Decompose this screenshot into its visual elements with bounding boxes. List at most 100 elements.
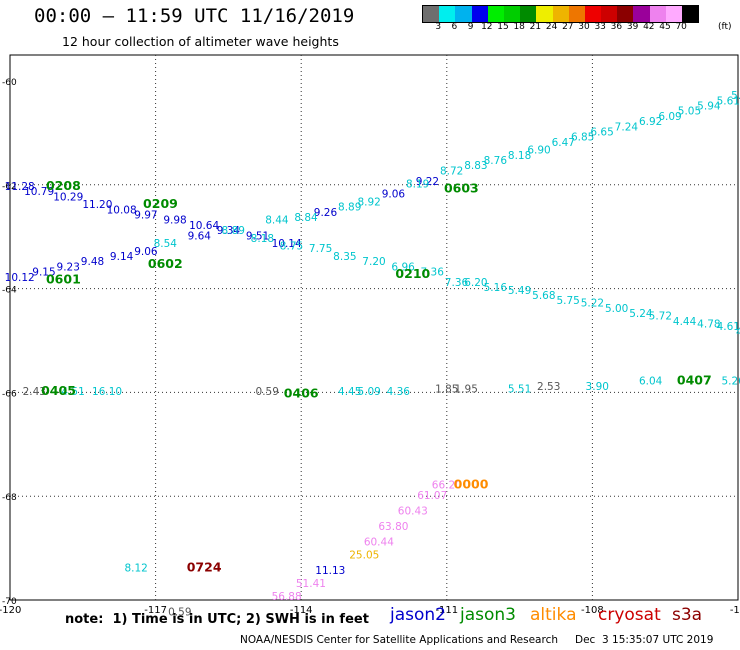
swh-value-label: 8.18 [251, 233, 274, 245]
swh-value-label: 8.84 [294, 212, 318, 224]
colorbar-label: 21 [529, 22, 542, 32]
swh-value-label: 11.13 [315, 565, 345, 577]
colorbar-swatch [536, 6, 553, 22]
legend-jason3: jason3 [460, 605, 516, 625]
y-tick-label: -60 [2, 78, 17, 88]
colorbar-label: 27 [562, 22, 574, 32]
swh-value-label: 7.75 [309, 243, 332, 255]
swh-value-label: 4.36 [387, 386, 411, 398]
swh-value-label: 5.00 [605, 303, 628, 315]
swh-value-label: 8.89 [222, 225, 245, 237]
page-subtitle: 12 hour collection of altimeter wave hei… [62, 34, 339, 49]
colorbar-label: 30 [578, 22, 590, 32]
swh-value-label: 8.35 [333, 251, 356, 263]
swh-value-label: 9.98 [163, 215, 186, 227]
colorbar-swatch [633, 6, 650, 22]
swh-value-label: 8.76 [484, 155, 508, 167]
swh-value-label: 5.94 [697, 101, 721, 113]
pass-time-label: 0724 [187, 559, 222, 574]
pass-time-label: 0407 [677, 373, 712, 388]
colorbar-swatch [503, 6, 521, 22]
swh-value-label: 7.24 [615, 121, 639, 133]
swh-value-label: 61.07 [417, 490, 447, 502]
colorbar-label: 45 [659, 22, 671, 32]
x-tick-label: -108 [581, 605, 604, 616]
swh-value-label: 6.65 [590, 126, 613, 138]
swh-value-label: 5.75 [556, 295, 579, 307]
colorbar-swatch [568, 6, 585, 22]
x-tick-label: -120 [0, 605, 21, 616]
swh-value-label: 66.20 [432, 479, 462, 491]
colorbar-swatch [455, 6, 472, 22]
colorbar-label: 24 [545, 22, 558, 32]
pass-time-label: 0405 [41, 383, 76, 398]
colorbar-label: 18 [513, 22, 525, 32]
swh-value-label: 9.15 [32, 267, 55, 279]
swh-value-label: 8.19 [406, 178, 429, 190]
swh-value-label: 8.72 [440, 165, 463, 177]
legend-s3a: s3a [672, 605, 703, 625]
y-tick-label: -70 [2, 597, 17, 607]
pass-time-label: 0602 [148, 256, 183, 271]
swh-value-label: 5.05 [678, 106, 701, 118]
footer-date: Dec 3 15:35:07 UTC 2019 [575, 634, 714, 646]
swh-value-label: 9.23 [57, 261, 80, 273]
swh-value-label: 4.45 [338, 386, 361, 398]
colorbar-swatch [649, 6, 666, 22]
swh-value-label: 10.14 [272, 238, 302, 250]
colorbar-swatch [423, 6, 440, 22]
swh-value-label: 4.78 [697, 319, 720, 331]
swh-value-label: 7.36 [421, 267, 445, 279]
pass-time-label: 0406 [284, 386, 319, 401]
colorbar [422, 5, 700, 23]
swh-value-label: 6.90 [527, 145, 550, 157]
colorbar-swatch [682, 6, 699, 22]
colorbar-label: 39 [626, 22, 639, 32]
swh-value-label: 1.95 [455, 383, 478, 395]
x-tick-label: -111 [435, 605, 458, 616]
colorbar-label: 33 [594, 22, 606, 32]
x-tick-label: -117 [144, 605, 167, 616]
swh-value-label: 5.09 [357, 386, 380, 398]
swh-value-label: 6.47 [552, 137, 575, 149]
swh-value-label: 7.36 [445, 277, 469, 289]
swh-value-label: 9.22 [416, 176, 439, 188]
colorbar-swatch [584, 6, 602, 22]
colorbar-swatch [601, 6, 618, 22]
swh-value-label: 0.59 [168, 607, 191, 619]
swh-value-label: 6.09 [658, 111, 681, 123]
swh-value-label: 5.72 [649, 311, 672, 323]
swh-value-label: 16.10 [92, 386, 122, 398]
swh-value-label: 8.89 [338, 202, 361, 214]
swh-value-label: 9.06 [134, 246, 158, 258]
swh-value-label: 8.54 [154, 238, 178, 250]
swh-value-label: 3.90 [586, 381, 609, 393]
pass-time-label: 0000 [454, 476, 489, 491]
swh-value-label: 6.92 [639, 116, 662, 128]
colorbar-swatch [617, 6, 634, 22]
footer-center: NOAA/NESDIS Center for Satellite Applica… [240, 634, 558, 646]
swh-value-label: 56.88 [272, 591, 302, 603]
swh-value-label: 6.20 [464, 277, 487, 289]
swh-value-label: 5.24 [629, 308, 653, 320]
swh-value-label: 0.59 [256, 386, 279, 398]
legend-altika: altika [530, 605, 577, 625]
swh-value-label: 5.61 [717, 95, 740, 107]
x-tick-label: -114 [290, 605, 313, 616]
y-tick-label: -62 [2, 182, 17, 192]
y-tick-label: -66 [2, 389, 17, 399]
swh-value-label: 4.61 [717, 321, 740, 333]
colorbar-label: 6 [451, 22, 458, 32]
swh-value-label: 9.51 [246, 230, 269, 242]
colorbar-label: 9 [467, 22, 474, 32]
swh-value-label: 4.53 [736, 326, 740, 338]
swh-value-label: 9.14 [110, 251, 134, 263]
colorbar-label: 15 [497, 22, 509, 32]
swh-value-label: 7.20 [362, 256, 385, 268]
swh-value-label: 8.83 [464, 160, 487, 172]
colorbar-unit: (ft) [718, 22, 732, 32]
swh-value-label: 10.29 [53, 191, 83, 203]
swh-value-label: 9.06 [382, 189, 406, 201]
swh-value-label: 5.26 [721, 376, 740, 388]
